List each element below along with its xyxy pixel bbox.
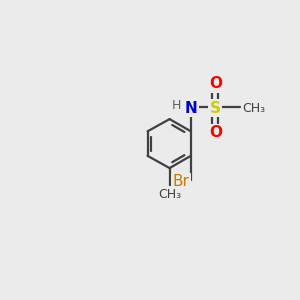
Text: N: N — [184, 101, 197, 116]
Text: CH₃: CH₃ — [242, 102, 265, 115]
Text: CH₃: CH₃ — [158, 188, 181, 201]
Text: Br: Br — [172, 174, 189, 189]
Text: H: H — [172, 100, 182, 112]
Text: S: S — [210, 101, 221, 116]
Text: O: O — [209, 125, 222, 140]
Text: O: O — [209, 76, 222, 91]
